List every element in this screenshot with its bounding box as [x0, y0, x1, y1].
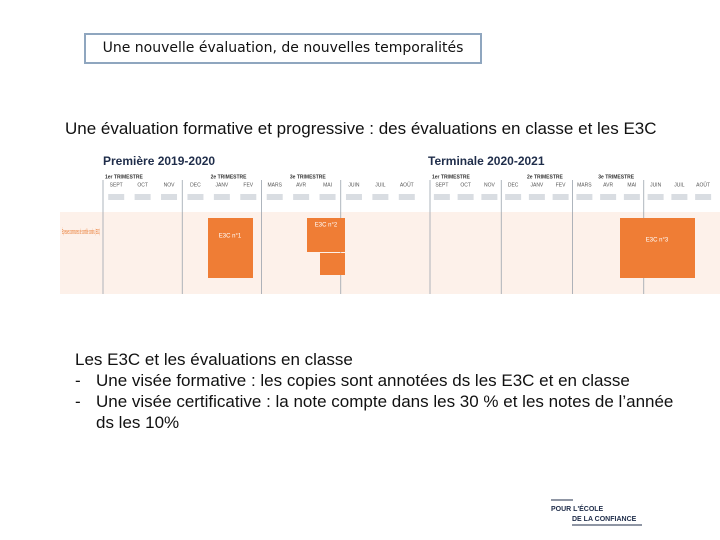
month-label: AVR [603, 182, 613, 188]
period-cell [266, 194, 283, 200]
month-label: AOÛT [400, 181, 414, 188]
month-label: JUIL [674, 182, 685, 188]
period-cell [457, 194, 474, 200]
year-label: Terminale 2020-2021 [428, 154, 545, 168]
e3c-box [320, 253, 345, 275]
month-label: FEV [556, 182, 566, 188]
month-label: SEPT [110, 182, 123, 188]
trimester-label: 2e TRIMESTRE [211, 174, 248, 180]
trimester-label: 1er TRIMESTRE [432, 174, 470, 180]
trimester-label: 2e TRIMESTRE [527, 174, 564, 180]
month-label: DEC [190, 182, 201, 188]
period-cell [671, 194, 688, 200]
bullet: Une visée formative : les copies sont an… [75, 370, 675, 391]
period-cell [433, 194, 450, 200]
month-label: NOV [164, 182, 176, 188]
bullet-list: Une visée formative : les copies sont an… [75, 370, 675, 433]
month-label: JUIN [650, 182, 662, 188]
period-cell [319, 194, 336, 200]
month-label: MAI [627, 182, 636, 188]
month-label: FEV [243, 182, 253, 188]
period-cell [623, 194, 640, 200]
row-label: Épreuves communes de contrôle continu (E… [62, 227, 100, 236]
trimester-label: 1er TRIMESTRE [105, 174, 143, 180]
e3c-box [620, 218, 695, 278]
logo-text: POUR L'ÉCOLE [551, 504, 604, 513]
month-label: JUIL [375, 182, 386, 188]
period-cell [600, 194, 617, 200]
month-label: JANV [215, 182, 228, 188]
body-heading: Les E3C et les évaluations en classe [75, 350, 353, 369]
period-cell [293, 194, 310, 200]
month-label: NOV [484, 182, 496, 188]
month-label: JUIN [348, 182, 360, 188]
e3c-box [208, 218, 253, 278]
month-label: OCT [460, 182, 471, 188]
period-cell [647, 194, 664, 200]
month-label: AOÛT [696, 181, 710, 188]
month-label: DEC [508, 182, 519, 188]
period-cell [161, 194, 178, 200]
box-label: E3C n°1 [219, 234, 242, 240]
box-label: E3C n°2 [315, 223, 338, 229]
month-label: MARS [577, 182, 592, 188]
year-label: Première 2019-2020 [103, 154, 215, 168]
body: Les E3C et les évaluations en classe Une… [75, 349, 675, 433]
period-cell [505, 194, 522, 200]
trimester-label: 3e TRIMESTRE [290, 174, 327, 180]
period-cell [552, 194, 569, 200]
box-label: E3C n°3 [646, 238, 669, 244]
month-label: SEPT [435, 182, 448, 188]
period-cell [213, 194, 230, 200]
slide-title: Une nouvelle évaluation, de nouvelles te… [84, 33, 482, 64]
month-label: AVR [296, 182, 306, 188]
period-cell [398, 194, 415, 200]
period-cell [345, 194, 362, 200]
period-cell [108, 194, 125, 200]
period-cell [576, 194, 593, 200]
period-cell [187, 194, 204, 200]
month-label: MAI [323, 182, 332, 188]
logo-text: DE LA CONFIANCE [572, 516, 637, 523]
period-cell [481, 194, 498, 200]
month-label: OCT [137, 182, 148, 188]
e3c-box [307, 218, 345, 252]
period-cell [134, 194, 151, 200]
bullet: Une visée certificative : la note compte… [75, 391, 675, 433]
month-label: MARS [267, 182, 282, 188]
subtitle: Une évaluation formative et progressive … [65, 119, 657, 138]
period-cell [695, 194, 712, 200]
period-cell [240, 194, 257, 200]
period-cell [372, 194, 389, 200]
trimester-label: 3e TRIMESTRE [598, 174, 635, 180]
month-label: JANV [530, 182, 543, 188]
period-cell [528, 194, 545, 200]
e3c-band [60, 212, 720, 294]
